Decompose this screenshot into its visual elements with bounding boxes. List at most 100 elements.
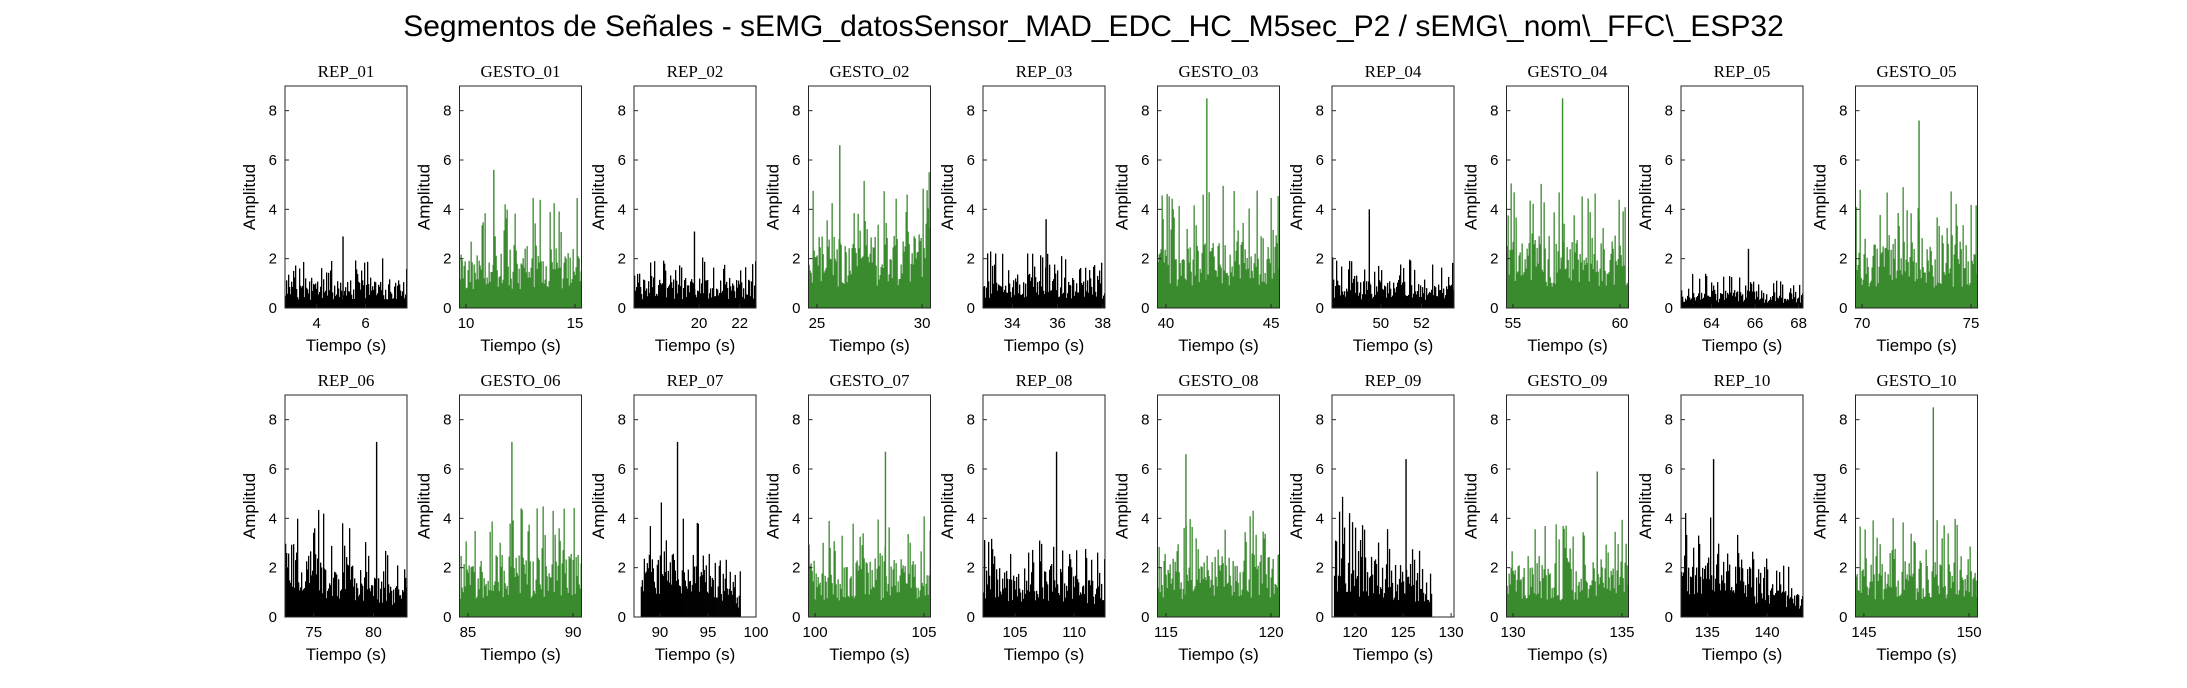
- signal-bar: [1731, 277, 1733, 308]
- signal-bar: [1419, 297, 1421, 308]
- signal-bar: [1215, 270, 1217, 308]
- signal-bar: [1398, 279, 1400, 308]
- signal-bar: [1380, 588, 1383, 617]
- signal-bar: [386, 299, 388, 308]
- signal-bar: [1735, 566, 1737, 617]
- signal-bar: [899, 278, 901, 308]
- y-tick-label: 0: [967, 609, 975, 626]
- signal-bar: [1367, 595, 1370, 617]
- signal-bar: [649, 293, 651, 308]
- signal-bar: [678, 284, 680, 308]
- signal-bar: [1582, 269, 1584, 308]
- signal-bar: [529, 277, 531, 308]
- signal-bar: [863, 558, 865, 617]
- signal-bar: [325, 290, 327, 308]
- signal-bar: [666, 297, 668, 308]
- signal-bar: [1161, 585, 1163, 617]
- signal-bar: [1270, 197, 1272, 308]
- signal-bar: [1878, 266, 1880, 308]
- signal-bar: [307, 569, 309, 617]
- signal-bar: [1385, 286, 1387, 308]
- signal-bar: [705, 280, 707, 308]
- signal-bar: [303, 261, 305, 308]
- signal-bar: [652, 568, 655, 617]
- signal-bar: [396, 586, 398, 617]
- signal-bar: [723, 591, 725, 617]
- signal-bar: [357, 588, 359, 617]
- signal-bar: [650, 572, 653, 617]
- signal-bar: [824, 575, 826, 617]
- signal-bar: [1053, 279, 1055, 308]
- y-tick-label: 4: [618, 510, 626, 527]
- y-tick-label: 8: [1316, 103, 1324, 120]
- signal-bar: [925, 223, 927, 308]
- signal-trace: [1157, 98, 1280, 308]
- signal-bar: [1621, 266, 1623, 308]
- signal-bar: [1395, 591, 1398, 617]
- signal-bar: [1794, 297, 1796, 308]
- signal-bar: [1739, 567, 1741, 617]
- signal-bar: [916, 598, 918, 617]
- signal-bar: [1532, 574, 1534, 617]
- signal-bar: [513, 245, 515, 308]
- signal-bar: [551, 262, 553, 308]
- signal-bar: [1070, 559, 1072, 617]
- signal-bar: [1608, 272, 1610, 308]
- signal-bar: [1057, 584, 1059, 617]
- signal-bar: [1193, 589, 1195, 617]
- signal-bar: [402, 590, 404, 617]
- signal-bar: [715, 296, 717, 308]
- signal-bar: [1083, 281, 1085, 308]
- y-tick-label: 8: [967, 103, 975, 120]
- signal-bar: [1795, 291, 1797, 308]
- signal-bar: [1251, 553, 1253, 617]
- signal-bar: [694, 583, 696, 617]
- signal-bar: [1882, 246, 1884, 308]
- signal-bar: [1579, 591, 1581, 617]
- signal-bar: [751, 281, 753, 308]
- signal-bar: [1439, 290, 1441, 308]
- signal-bar: [681, 267, 683, 308]
- signal-bar: [850, 274, 852, 308]
- signal-trace: [285, 441, 408, 617]
- signal-bar: [1910, 213, 1912, 308]
- y-tick-label: 6: [269, 152, 277, 169]
- signal-bar: [661, 574, 663, 617]
- signal-bar: [1360, 556, 1363, 617]
- signal-bar: [1547, 259, 1549, 308]
- signal-bar: [1866, 257, 1868, 308]
- signal-bar: [712, 288, 714, 308]
- signal-bar: [1879, 214, 1881, 308]
- signal-bar: [1048, 291, 1050, 308]
- signal-bar: [670, 584, 672, 617]
- signal-bar: [1595, 272, 1597, 308]
- signal-peak: [342, 236, 344, 308]
- signal-bar: [671, 554, 673, 617]
- signal-bar: [556, 262, 558, 308]
- signal-bar: [1590, 263, 1592, 308]
- signal-bar: [1255, 534, 1257, 617]
- signal-bar: [822, 254, 824, 308]
- signal-bar: [1396, 584, 1399, 617]
- signal-bar: [1382, 597, 1385, 617]
- signal-bar: [1415, 580, 1418, 617]
- signal-bar: [743, 288, 745, 308]
- x-tick-label: 80: [365, 624, 382, 641]
- y-tick-label: 4: [443, 510, 451, 527]
- signal-bar: [1901, 571, 1903, 617]
- signal-bar: [730, 590, 732, 617]
- signal-bar: [573, 271, 575, 308]
- signal-bar: [357, 274, 359, 308]
- signal-bar: [460, 555, 462, 617]
- signal-bar: [817, 577, 819, 617]
- signal-bar: [305, 581, 307, 617]
- signal-bar: [839, 583, 841, 617]
- signal-bar: [811, 570, 813, 617]
- signal-bar: [858, 248, 860, 308]
- signal-bar: [491, 521, 493, 617]
- signal-bar: [1220, 267, 1222, 308]
- signal-bar: [1545, 575, 1547, 617]
- signal-bar: [1923, 272, 1925, 308]
- y-tick-label: 2: [269, 251, 277, 268]
